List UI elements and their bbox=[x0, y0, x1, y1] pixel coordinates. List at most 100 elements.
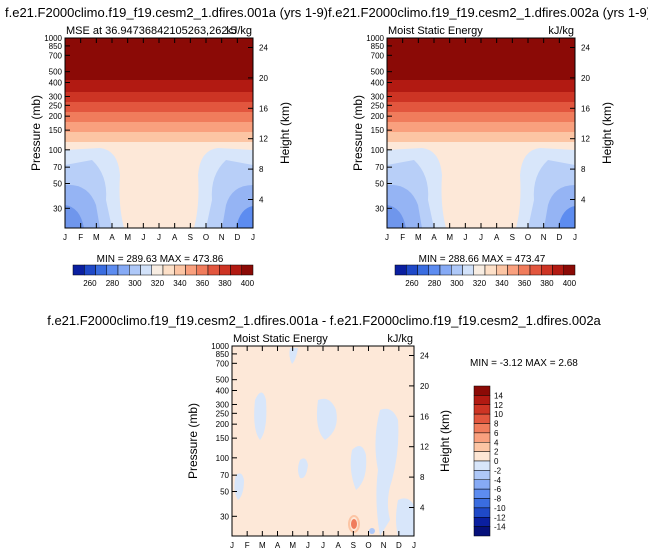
colorbar-swatch bbox=[151, 264, 164, 276]
colorbar-label: -6 bbox=[494, 485, 502, 494]
panel-b-colorbar: 260 280 300 320 340 360 380 400 bbox=[394, 264, 577, 288]
month-tick-label: F bbox=[245, 541, 250, 550]
colorbar-label: 14 bbox=[494, 391, 503, 400]
pressure-tick-label: 150 bbox=[216, 434, 230, 443]
month-tick-label: M bbox=[415, 233, 422, 242]
pressure-tick-label: 500 bbox=[49, 68, 63, 77]
height-tick-label: 8 bbox=[259, 165, 264, 174]
colorbar-swatch bbox=[72, 264, 85, 276]
colorbar-swatch bbox=[174, 264, 186, 276]
month-tick-label: N bbox=[381, 541, 387, 550]
colorbar-swatch bbox=[207, 264, 220, 276]
pressure-tick-label: 250 bbox=[371, 101, 385, 110]
height-tick-label: 16 bbox=[581, 104, 590, 113]
month-tick-label: J bbox=[385, 233, 389, 242]
colorbar-swatch bbox=[394, 264, 407, 276]
colorbar-swatch bbox=[473, 460, 491, 471]
colorbar-swatch bbox=[473, 385, 491, 396]
panel-c-height-ticks: 24 20 16 12 8 4 bbox=[409, 352, 429, 513]
colorbar-swatch bbox=[162, 264, 175, 276]
colorbar-label: -4 bbox=[494, 476, 502, 485]
month-tick-label: A bbox=[172, 233, 178, 242]
colorbar-label: 300 bbox=[450, 279, 464, 288]
height-tick-label: 24 bbox=[259, 44, 268, 53]
colorbar-label: 400 bbox=[563, 279, 577, 288]
pressure-tick-label: 50 bbox=[220, 487, 229, 496]
height-tick-label: 24 bbox=[581, 44, 590, 53]
month-tick-label: J bbox=[463, 233, 467, 242]
panel-b-stats: MIN = 288.66 MAX = 473.47 bbox=[419, 254, 546, 265]
height-tick-label: 12 bbox=[420, 443, 429, 452]
month-tick-label: M bbox=[289, 541, 296, 550]
colorbar-swatch bbox=[196, 264, 209, 276]
colorbar-swatch bbox=[473, 470, 491, 480]
pressure-tick-label: 100 bbox=[49, 146, 63, 155]
month-tick-label: S bbox=[510, 233, 515, 242]
month-tick-label: F bbox=[400, 233, 405, 242]
month-tick-label: J bbox=[321, 541, 325, 550]
pressure-tick-label: 700 bbox=[371, 51, 385, 60]
colorbar-label: -10 bbox=[494, 504, 506, 513]
pressure-tick-label: 400 bbox=[371, 79, 385, 88]
colorbar-swatch bbox=[541, 264, 553, 276]
month-tick-label: J bbox=[306, 541, 310, 550]
colorbar-swatch bbox=[473, 526, 491, 537]
colorbar-swatch bbox=[84, 264, 96, 276]
colorbar-label: 360 bbox=[196, 279, 210, 288]
panel-b-field bbox=[387, 38, 575, 228]
pressure-tick-label: 100 bbox=[371, 146, 385, 155]
panel-a-ylabel: Pressure (mb) bbox=[29, 95, 43, 171]
colorbar-label: 260 bbox=[83, 279, 97, 288]
height-tick-label: 4 bbox=[259, 196, 264, 205]
colorbar-label: -14 bbox=[494, 523, 506, 532]
panel-a-y2label: Height (km) bbox=[278, 102, 292, 164]
pressure-tick-label: 50 bbox=[375, 179, 384, 188]
colorbar-swatch bbox=[473, 517, 491, 527]
colorbar-swatch bbox=[473, 423, 491, 434]
colorbar-swatch bbox=[230, 264, 242, 276]
panel-b-ylabel: Pressure (mb) bbox=[351, 95, 365, 171]
colorbar-label: 280 bbox=[428, 279, 442, 288]
pressure-tick-label: 500 bbox=[216, 376, 230, 385]
colorbar-swatch bbox=[473, 404, 491, 415]
colorbar-swatch bbox=[462, 264, 474, 276]
panel-b-right-label: kJ/kg bbox=[548, 25, 574, 37]
pressure-tick-label: 850 bbox=[216, 350, 230, 359]
colorbar-label: 8 bbox=[494, 420, 499, 429]
pressure-tick-label: 400 bbox=[216, 387, 230, 396]
colorbar-swatch bbox=[241, 264, 254, 276]
panel-c-stats: MIN = -3.12 MAX = 2.68 bbox=[470, 358, 578, 369]
colorbar-label: 340 bbox=[173, 279, 187, 288]
panel-b-height-ticks: 24 20 16 12 8 4 bbox=[570, 44, 590, 205]
height-tick-label: 20 bbox=[420, 382, 429, 391]
height-tick-label: 20 bbox=[581, 74, 590, 83]
panel-a-height-ticks: 24 20 16 12 8 4 bbox=[248, 44, 268, 205]
colorbar-swatch bbox=[473, 498, 491, 509]
panel-a-left-label: MSE at 36.94736842105263,262.5 bbox=[66, 25, 237, 37]
month-tick-label: O bbox=[365, 541, 371, 550]
colorbar-swatch bbox=[473, 442, 491, 452]
colorbar-swatch bbox=[473, 432, 491, 443]
height-tick-label: 4 bbox=[420, 504, 425, 513]
panel-a-field bbox=[65, 38, 253, 228]
colorbar-label: 260 bbox=[405, 279, 419, 288]
colorbar-swatch bbox=[140, 264, 152, 276]
month-tick-label: A bbox=[431, 233, 437, 242]
pressure-tick-label: 300 bbox=[216, 400, 230, 409]
panel-b-left-label: Moist Static Energy bbox=[388, 25, 483, 37]
month-tick-label: O bbox=[525, 233, 531, 242]
colorbar-swatch bbox=[417, 264, 429, 276]
colorbar-label: 0 bbox=[494, 457, 499, 466]
colorbar-swatch bbox=[473, 395, 491, 405]
pressure-tick-label: 70 bbox=[375, 163, 384, 172]
pressure-tick-label: 100 bbox=[216, 454, 230, 463]
colorbar-swatch bbox=[473, 264, 486, 276]
month-tick-label: A bbox=[275, 541, 281, 550]
pressure-tick-label: 700 bbox=[49, 51, 63, 60]
colorbar-swatch bbox=[406, 264, 418, 276]
colorbar-swatch bbox=[473, 488, 491, 499]
panel-c-field bbox=[232, 346, 414, 536]
